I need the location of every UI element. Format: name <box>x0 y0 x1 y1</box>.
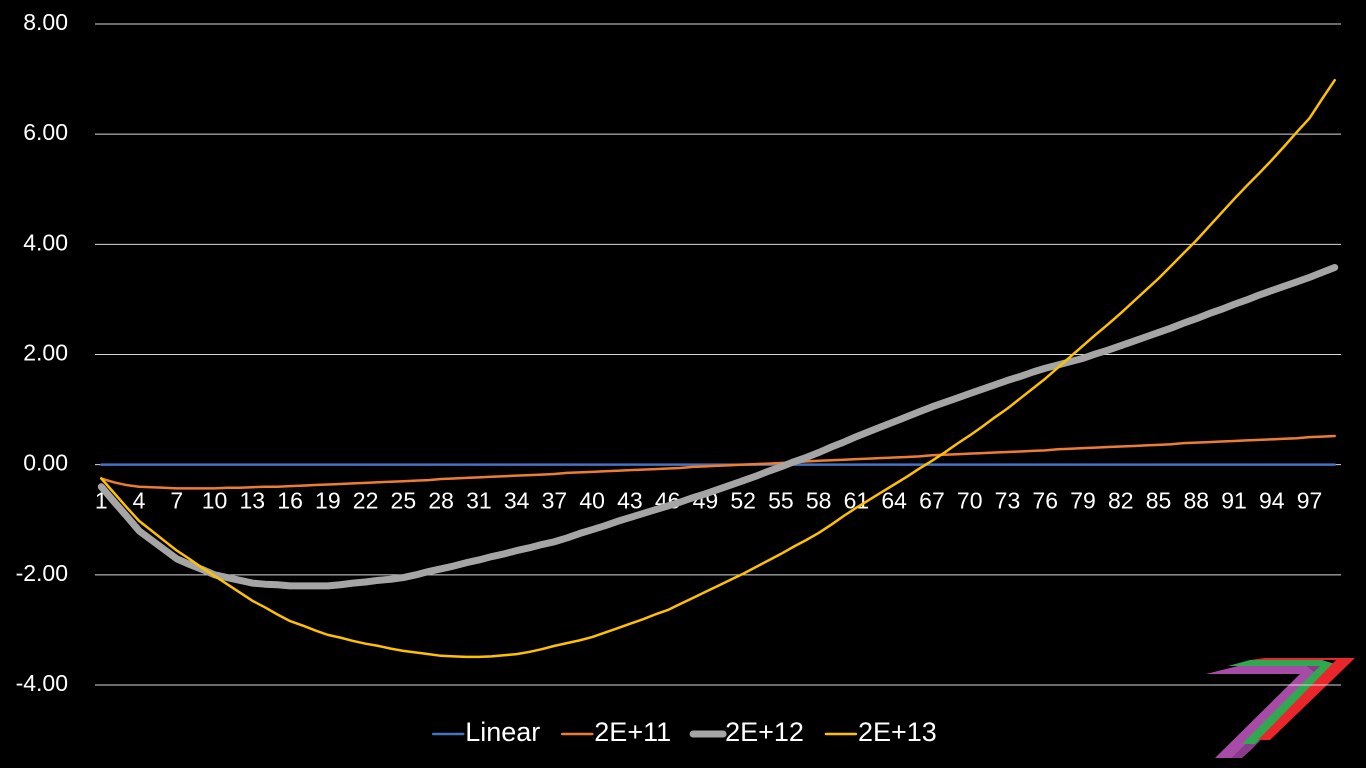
x-tick-label: 70 <box>957 488 983 514</box>
x-tick-label: 22 <box>353 488 379 514</box>
x-tick-label: 82 <box>1108 488 1134 514</box>
x-tick-label: 91 <box>1221 488 1247 514</box>
x-tick-label: 85 <box>1146 488 1172 514</box>
y-tick-label: 8.00 <box>23 9 68 35</box>
x-tick-label: 13 <box>240 488 266 514</box>
x-tick-label: 52 <box>730 488 756 514</box>
x-tick-label: 43 <box>617 488 643 514</box>
legend-label: 2E+13 <box>858 717 937 747</box>
legend-label: 2E+12 <box>725 717 804 747</box>
x-tick-label: 25 <box>391 488 417 514</box>
legend-label: 2E+11 <box>594 717 671 747</box>
y-tick-label: 6.00 <box>23 119 68 145</box>
x-tick-label: 40 <box>579 488 605 514</box>
x-tick-label: 34 <box>504 488 530 514</box>
x-tick-label: 88 <box>1183 488 1209 514</box>
y-tick-label: 0.00 <box>23 450 68 476</box>
logo <box>1206 658 1355 758</box>
x-tick-label: 76 <box>1032 488 1058 514</box>
y-tick-label: 4.00 <box>23 229 68 255</box>
x-tick-label: 97 <box>1297 488 1323 514</box>
series-line <box>100 434 1336 490</box>
x-tick-label: 10 <box>202 488 228 514</box>
y-tick-label: -2.00 <box>16 560 68 586</box>
x-tick-label: 79 <box>1070 488 1096 514</box>
x-tick-label: 94 <box>1259 488 1285 514</box>
legend: Linear 2E+11 2E+12 2E+13 <box>431 717 937 747</box>
x-tick-label: 61 <box>844 488 870 514</box>
logo-stripe <box>1250 658 1355 740</box>
x-tick-label: 7 <box>170 488 183 514</box>
legend-label: Linear <box>465 717 540 747</box>
x-tick-label: 67 <box>919 488 945 514</box>
logo-stripe <box>1228 660 1335 744</box>
series-line <box>100 78 1336 659</box>
y-tick-label: -4.00 <box>16 670 68 696</box>
x-tick-label: 64 <box>881 488 907 514</box>
x-tick-label: 37 <box>542 488 568 514</box>
series-line <box>97 263 1339 590</box>
x-tick-label: 19 <box>315 488 341 514</box>
logo-stripe <box>1206 666 1317 758</box>
x-tick-label: 55 <box>768 488 794 514</box>
x-tick-label: 4 <box>133 488 146 514</box>
x-tick-label: 58 <box>806 488 832 514</box>
x-tick-label: 31 <box>466 488 492 514</box>
x-tick-label: 16 <box>277 488 303 514</box>
x-tick-label: 28 <box>428 488 454 514</box>
y-tick-label: 2.00 <box>23 340 68 366</box>
x-tick-label: 73 <box>995 488 1021 514</box>
